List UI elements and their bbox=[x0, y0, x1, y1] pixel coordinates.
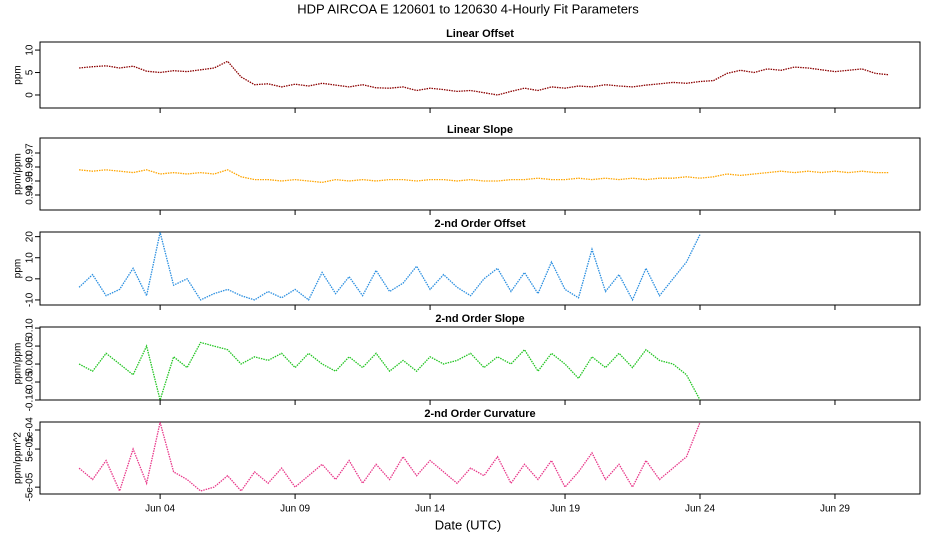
panel-frame bbox=[39, 231, 921, 306]
data-line bbox=[78, 341, 701, 403]
y-tick-label: 1e-04 bbox=[25, 417, 36, 443]
y-tick-label: 5e-05 bbox=[25, 436, 36, 462]
y-axis-label: ppm bbox=[13, 65, 24, 84]
y-tick-label: -0.05 bbox=[25, 370, 36, 393]
y-tick-label: 0.97 bbox=[25, 143, 36, 163]
figure-title: HDP AIRCOA E 120601 to 120630 4-Hourly F… bbox=[297, 1, 639, 16]
x-tick-label: Jun 14 bbox=[415, 504, 445, 515]
panel-title: 2-nd Order Slope bbox=[435, 313, 524, 325]
y-tick-label: 0.10 bbox=[25, 318, 36, 338]
panel-frame bbox=[39, 137, 921, 211]
y-tick-label: 0.94 bbox=[25, 185, 36, 205]
y-tick-label: 10 bbox=[25, 44, 36, 56]
panel-title: 2-nd Order Offset bbox=[434, 218, 525, 230]
data-line bbox=[79, 169, 889, 184]
y-tick-label: 0.95 bbox=[25, 171, 36, 191]
y-tick-label: 0.05 bbox=[25, 336, 36, 356]
panel-frame bbox=[39, 326, 921, 401]
x-axis-label: Date (UTC) bbox=[435, 517, 501, 532]
panel-frame bbox=[39, 421, 921, 495]
y-axis-label: ppm/ppm bbox=[13, 343, 24, 385]
x-tick-label: Jun 29 bbox=[820, 504, 850, 515]
panel-frame bbox=[39, 41, 921, 109]
y-tick-label: 5 bbox=[25, 69, 36, 75]
y-tick-label: 10 bbox=[25, 252, 36, 264]
y-tick-label: 0.96 bbox=[25, 157, 36, 177]
x-tick-label: Jun 24 bbox=[685, 504, 715, 515]
data-line bbox=[79, 60, 890, 96]
panel-title: Linear Slope bbox=[447, 124, 513, 136]
y-tick-label: -0.10 bbox=[25, 388, 36, 411]
panel-title: Linear Offset bbox=[446, 28, 514, 40]
data-line bbox=[78, 232, 701, 302]
x-tick-label: Jun 04 bbox=[145, 504, 175, 515]
y-tick-label: 0 bbox=[25, 92, 36, 98]
x-tick-label: Jun 09 bbox=[280, 504, 310, 515]
y-tick-label: -10 bbox=[25, 292, 36, 307]
y-tick-label: 20 bbox=[25, 231, 36, 243]
x-tick-label: Jun 19 bbox=[550, 504, 580, 515]
y-axis-label: ppm/ppm bbox=[13, 153, 24, 195]
panel-title: 2-nd Order Curvature bbox=[424, 408, 535, 420]
data-line bbox=[78, 422, 701, 493]
y-axis-label: ppm bbox=[13, 259, 24, 278]
y-tick-label: -5e-05 bbox=[25, 472, 36, 501]
y-tick-label: 0 bbox=[25, 276, 36, 282]
y-tick-label: 0.00 bbox=[25, 354, 36, 374]
y-axis-label: ppm/ppm^2 bbox=[13, 432, 24, 484]
